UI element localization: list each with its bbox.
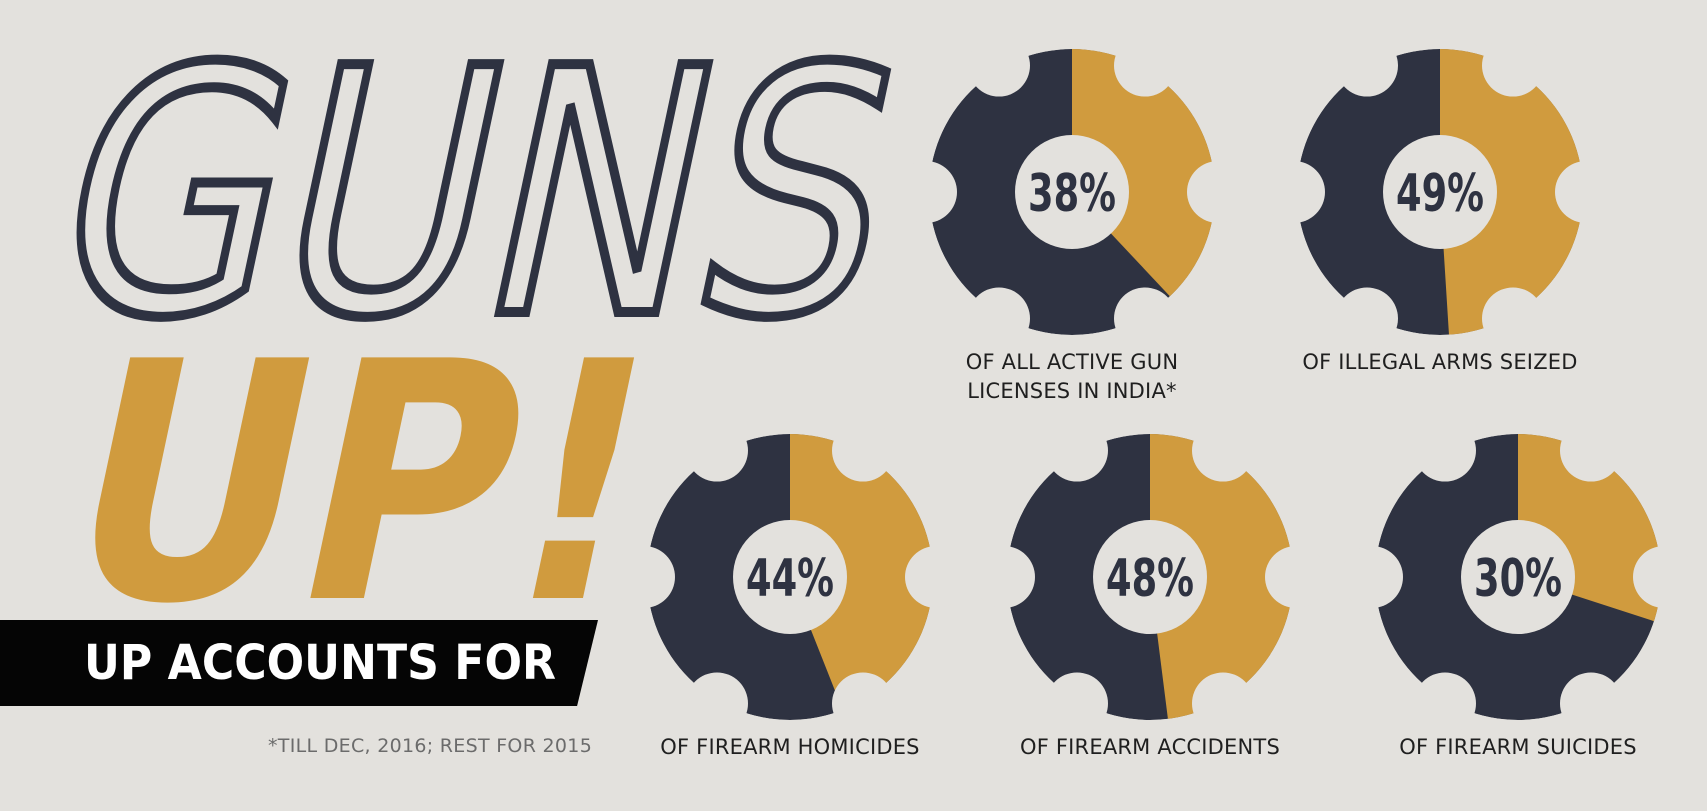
gear-center	[733, 520, 847, 634]
headline-graphic: GUNS UP!	[21, 0, 900, 676]
gear-center	[1093, 520, 1207, 634]
gear-notch	[1263, 161, 1325, 223]
gear-caption-line: OF ALL ACTIVE GUN	[965, 350, 1179, 374]
gear-caption: OF FIREARM ACCIDENTS	[950, 733, 1350, 762]
gear-percentage: 49%	[1396, 164, 1484, 224]
gear-notch	[686, 672, 748, 735]
headline-up: UP!	[36, 291, 688, 676]
gear-center	[1383, 135, 1497, 249]
gear-center	[1461, 520, 1575, 634]
gear-caption: OF FIREARM SUICIDES	[1318, 733, 1707, 762]
gear-notch	[613, 546, 675, 608]
gear-caption: OF ALL ACTIVE GUN LICENSES IN INDIA*	[872, 348, 1272, 406]
gear-notch	[1187, 161, 1249, 223]
gear-notch	[832, 672, 894, 735]
gear-notch	[1114, 34, 1176, 97]
footnote: *TILL DEC, 2016; REST FOR 2015	[268, 735, 593, 757]
gear-notch	[1414, 419, 1476, 482]
gear-percentage: 30%	[1474, 549, 1562, 609]
gear-notch	[686, 419, 748, 482]
gear-notch	[1336, 287, 1398, 350]
gear-caption-line: OF ILLEGAL ARMS SEIZED	[1302, 350, 1578, 374]
gear-center	[1015, 135, 1129, 249]
headline-guns: GUNS	[26, 0, 900, 393]
gear-notch	[1336, 34, 1398, 97]
gear-caption-line: OF FIREARM HOMICIDES	[660, 735, 920, 759]
gear-notch	[1560, 419, 1622, 482]
gear-notch	[1482, 287, 1544, 350]
gear-percentage: 44%	[746, 549, 834, 609]
banner-text: UP ACCOUNTS FOR	[84, 635, 556, 691]
gear-caption: OF ILLEGAL ARMS SEIZED	[1240, 348, 1640, 377]
gear-notch	[1555, 161, 1617, 223]
gear-chart: 48%	[973, 419, 1327, 735]
gear-notch	[1192, 672, 1254, 735]
gear-caption-line: LICENSES IN INDIA*	[967, 379, 1177, 403]
gear-chart: 49%	[1263, 34, 1617, 350]
gear-notch	[1192, 419, 1254, 482]
gear-notch	[905, 546, 967, 608]
gear-notch	[1482, 34, 1544, 97]
gear-notch	[1341, 546, 1403, 608]
gear-caption: OF FIREARM HOMICIDES	[590, 733, 990, 762]
gear-notch	[1633, 546, 1695, 608]
gear-chart: 44%	[613, 419, 967, 735]
gear-notch	[968, 34, 1030, 97]
gear-caption-line: OF FIREARM ACCIDENTS	[1020, 735, 1280, 759]
gear-notch	[1414, 672, 1476, 735]
gear-percentage: 48%	[1106, 549, 1194, 609]
gear-chart: 30%	[1341, 419, 1695, 735]
gear-notch	[832, 419, 894, 482]
gear-notch	[968, 287, 1030, 350]
gear-notch	[895, 161, 957, 223]
gear-notch	[1560, 672, 1622, 735]
gear-notch	[973, 546, 1035, 608]
banner: UP ACCOUNTS FOR	[0, 620, 598, 706]
gear-chart: 38%	[895, 34, 1249, 350]
gear-notch	[1114, 287, 1176, 350]
gear-notch	[1046, 419, 1108, 482]
gear-notch	[1046, 672, 1108, 735]
gear-notch	[1265, 546, 1327, 608]
gear-caption-line: OF FIREARM SUICIDES	[1399, 735, 1637, 759]
gear-percentage: 38%	[1028, 164, 1116, 224]
